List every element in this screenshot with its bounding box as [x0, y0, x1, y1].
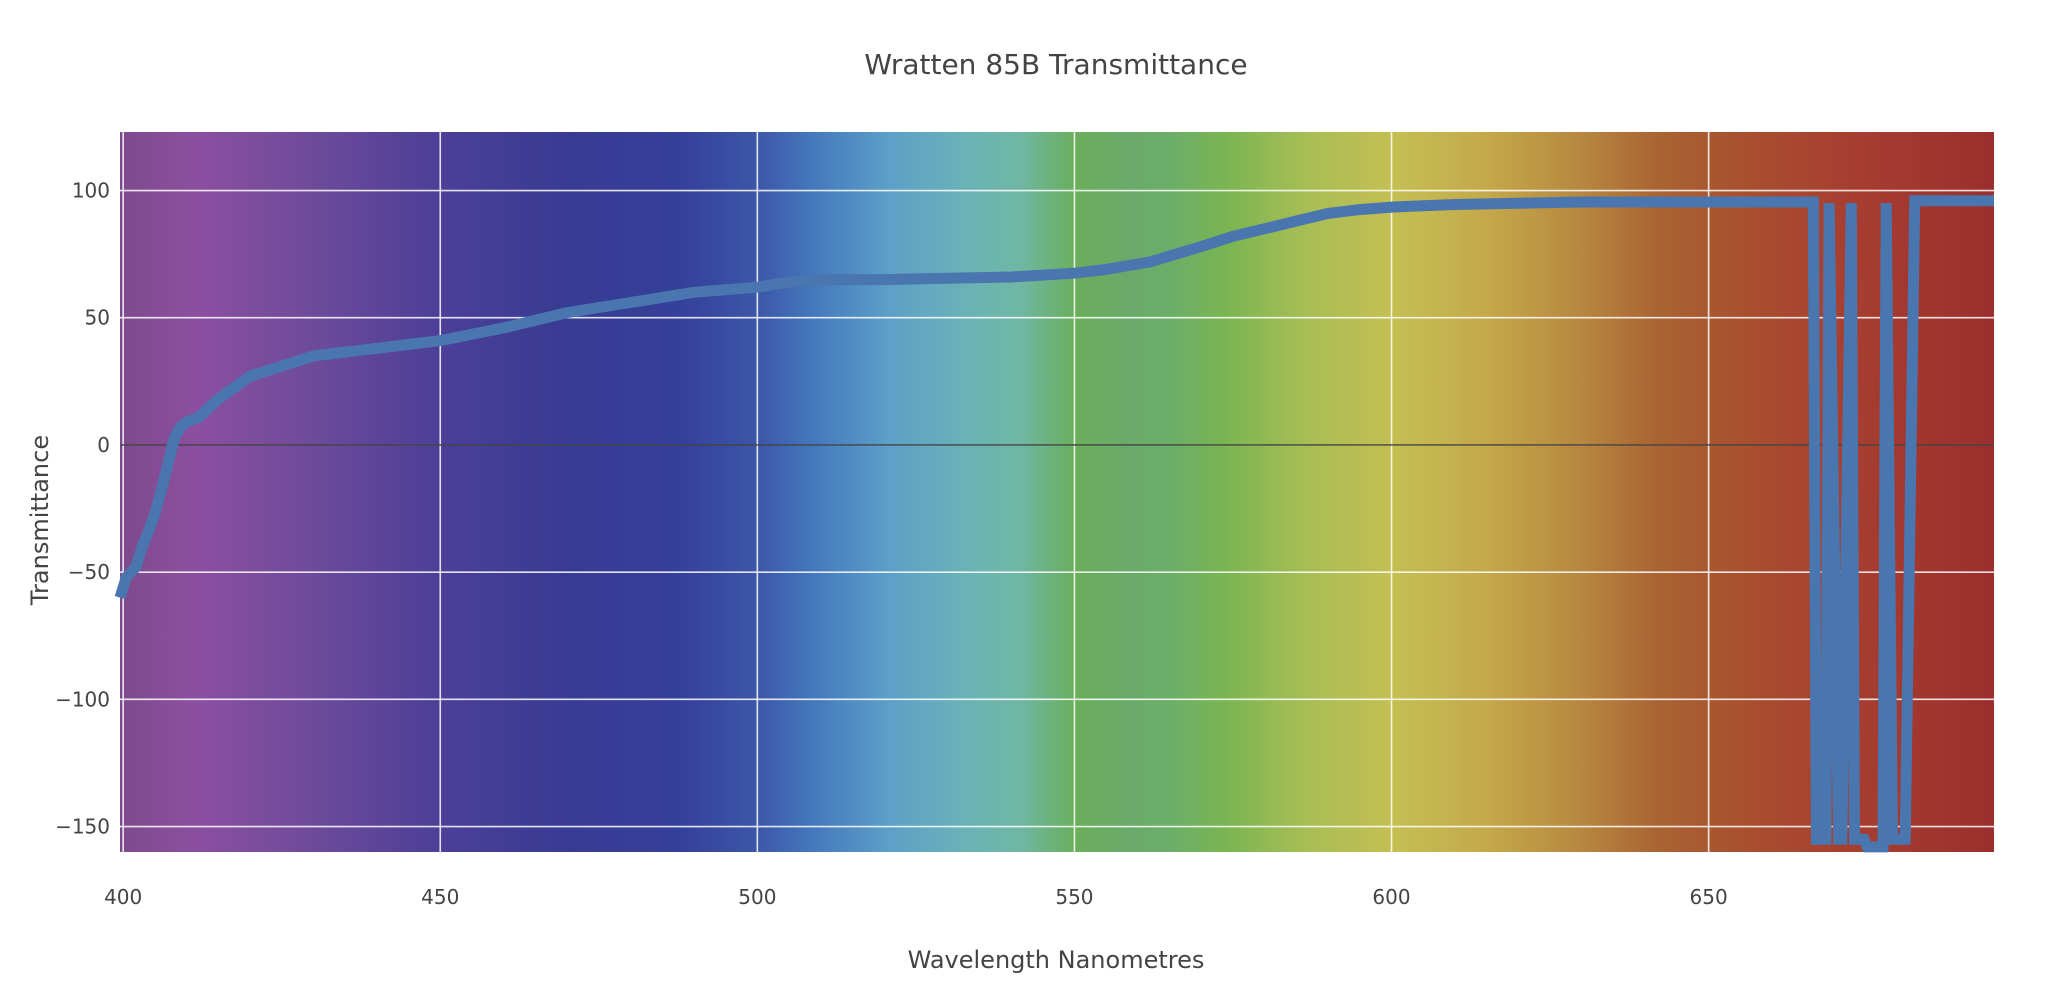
x-tick-label-450: 450 [421, 885, 459, 909]
y-tick-label-50: 50 [85, 306, 110, 330]
y-axis-title: Transmittance [26, 435, 54, 606]
x-tick-labels: 400 450 500 550 600 650 [104, 885, 1728, 909]
x-tick-label-550: 550 [1055, 885, 1093, 909]
y-tick-label--50: −50 [68, 560, 110, 584]
x-tick-label-500: 500 [738, 885, 776, 909]
series-line-0 [114, 195, 1994, 853]
x-axis-title: Wavelength Nanometres [908, 946, 1205, 974]
x-tick-label-400: 400 [104, 885, 142, 909]
x-tick-label-650: 650 [1690, 885, 1728, 909]
x-tick-label-600: 600 [1372, 885, 1410, 909]
y-tick-label--100: −100 [55, 687, 110, 711]
series-group [114, 195, 1994, 853]
y-tick-labels: 100 50 0 −50 −100 −150 [55, 179, 110, 839]
x-gridlines [122, 132, 1710, 852]
y-tick-label-100: 100 [72, 179, 110, 203]
chart-title: Wratten 85B Transmittance [864, 48, 1247, 81]
y-tick-label-0: 0 [97, 433, 110, 457]
plot-background [120, 132, 1994, 852]
y-gridlines [120, 189, 1994, 828]
y-tick-label--150: −150 [55, 815, 110, 839]
